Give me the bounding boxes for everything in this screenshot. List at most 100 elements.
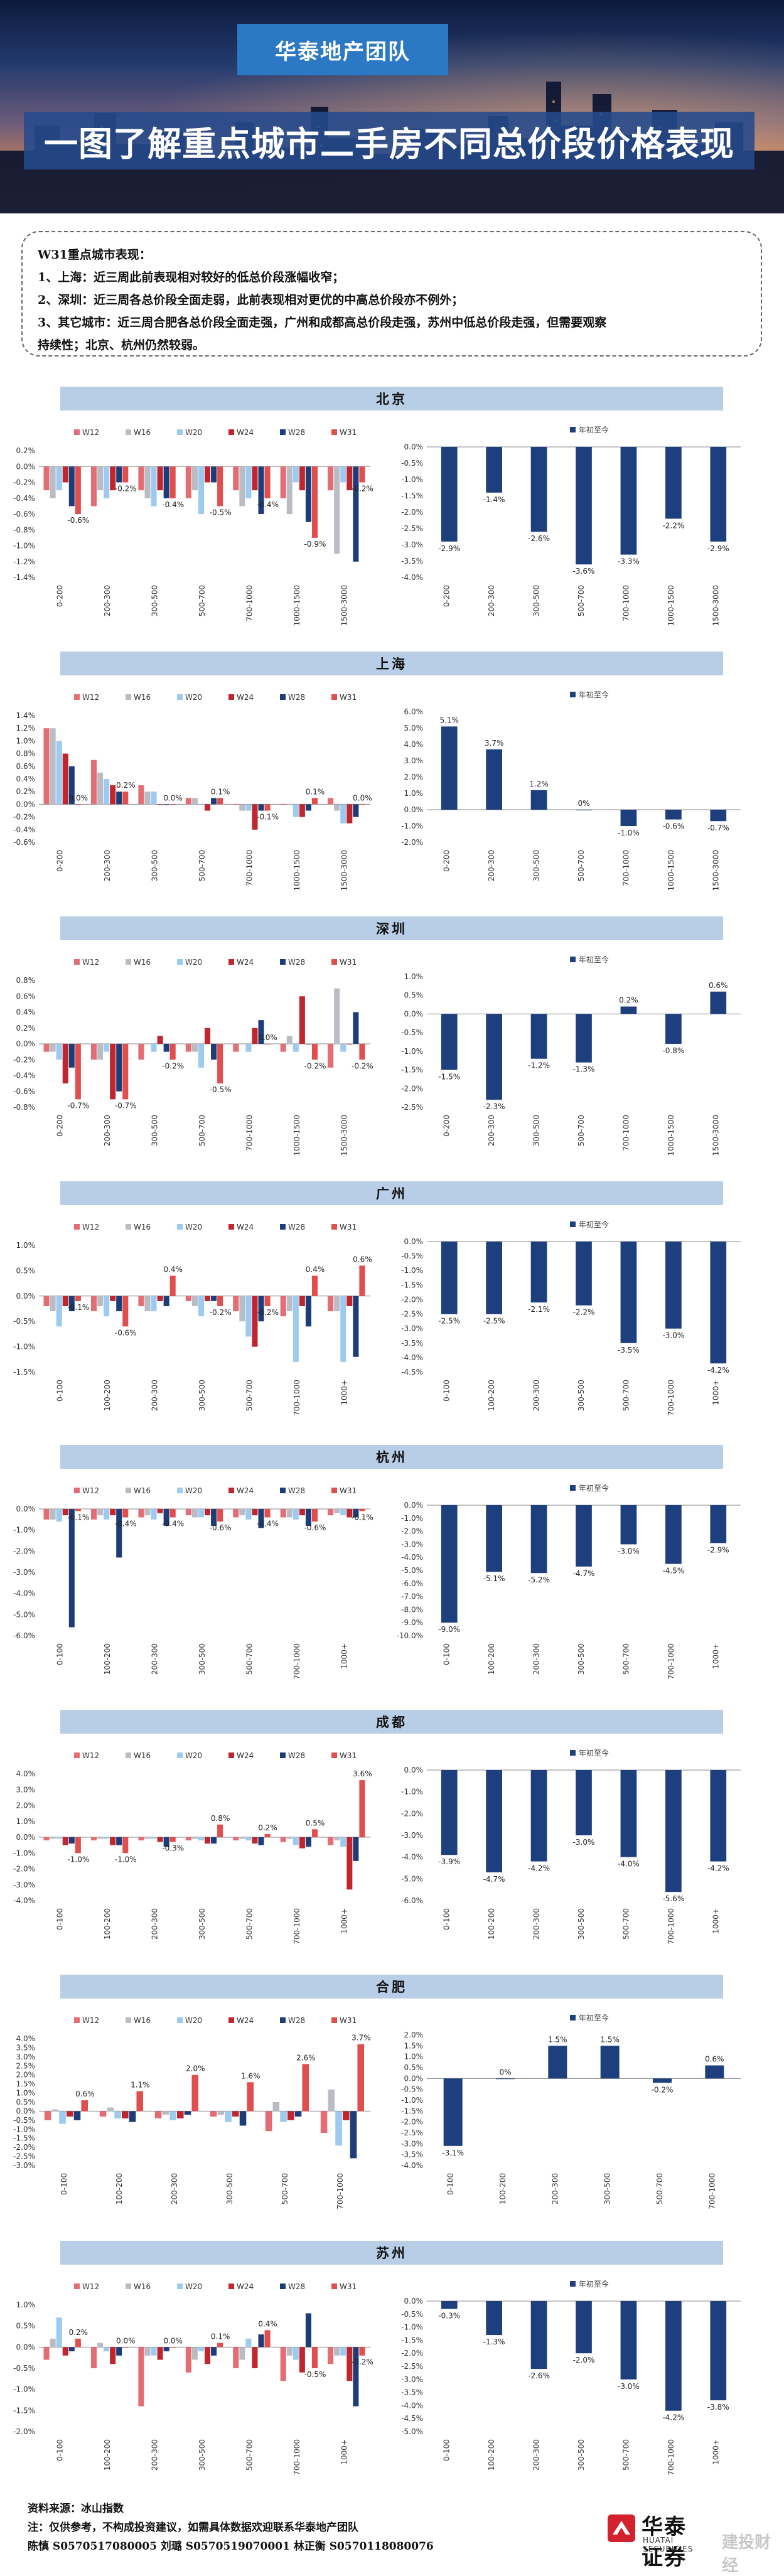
- bar-w28: [305, 1296, 311, 1327]
- y-tick-label: -1.0%: [401, 1266, 423, 1275]
- x-tick-label: 200-300: [532, 1908, 541, 1940]
- y-tick-label: -2.0%: [401, 508, 423, 517]
- legend-label-w31: W31: [340, 693, 357, 702]
- bar-w28: [163, 1509, 169, 1526]
- bar-w31: [302, 2064, 309, 2112]
- bar-data-label: 0.2%: [258, 1823, 277, 1832]
- bar-data-label: -0.2%: [352, 485, 373, 493]
- bar-w24: [122, 2111, 129, 2118]
- legend-swatch-w31: [331, 2284, 337, 2289]
- hero-banner: 华泰地产团队 一图了解重点城市二手房不同总价段价格表现: [0, 0, 784, 213]
- y-tick-label: -1.0%: [401, 1514, 423, 1523]
- ytd-data-label: -3.0%: [618, 2382, 640, 2391]
- bar-w16: [334, 804, 340, 811]
- ytd-bar: [620, 2301, 637, 2380]
- x-tick-label: 0-200: [56, 1115, 65, 1137]
- bar-w16: [97, 2343, 104, 2348]
- bar-w16: [239, 804, 245, 811]
- x-tick-label: 200-300: [151, 2439, 159, 2471]
- bar-w28: [211, 798, 217, 805]
- bar-w24: [252, 804, 258, 830]
- bar-w24: [205, 1028, 211, 1044]
- y-tick-label: -5.0%: [13, 1610, 35, 1619]
- bar-w31: [122, 1837, 129, 1854]
- bar-w20: [293, 466, 299, 483]
- ytd-bar: [441, 1014, 458, 1070]
- ytd-data-label: -3.6%: [573, 567, 595, 576]
- bar-w24: [205, 2347, 211, 2364]
- bar-w20: [56, 1044, 62, 1060]
- x-tick-label: 500-700: [577, 1115, 586, 1146]
- bar-w12: [328, 1296, 334, 1312]
- y-tick-label: 1.0%: [404, 972, 424, 981]
- x-tick-label: 700-1000: [667, 1908, 675, 1945]
- bar-w31: [75, 1509, 81, 1511]
- legend-label-w16: W16: [134, 693, 151, 702]
- ytd-bar: [441, 2301, 458, 2309]
- bar-w28: [116, 1509, 122, 1558]
- bar-w24: [62, 466, 68, 483]
- summary-line: 持续性；北京、杭州仍然较弱。: [38, 338, 205, 352]
- legend-swatch-w31: [331, 694, 337, 700]
- y-tick-label: -2.0%: [401, 838, 423, 847]
- bar-data-label: -0.4%: [115, 1519, 137, 1528]
- ytd-data-label: -4.2%: [707, 1366, 729, 1375]
- bar-w28: [305, 1509, 311, 1526]
- bar-w20: [245, 1509, 252, 1520]
- ytd-bar: [548, 2046, 567, 2079]
- ytd-change-chart: 年初至今 0.0% -1.0% -2.0% -3.0% -4.0% -5.0% -6.0% -7…: [397, 1483, 741, 1680]
- summary-line: 3、其它城市：近三周合肥各总价段全面走强，广州和成都高总价段走强，苏州中低总价段…: [38, 316, 607, 330]
- bar-w12: [320, 2111, 328, 2133]
- bar-w28: [68, 2347, 75, 2352]
- ytd-change-chart: 年初至今 0.0% -1.0% -2.0% -3.0% -4.0% -5.0% -6.0% -3…: [401, 1748, 741, 1945]
- y-tick-label: -2.5%: [401, 1310, 423, 1319]
- bar-w28: [258, 2334, 264, 2348]
- bar-w31: [169, 804, 176, 805]
- y-tick-label: -2.0%: [401, 1527, 423, 1536]
- y-tick-label: -1.5%: [13, 2134, 35, 2143]
- y-tick-label: -2.5%: [401, 1103, 423, 1112]
- y-tick-label: -9.0%: [401, 1618, 423, 1627]
- ytd-data-label: -0.8%: [662, 1046, 684, 1055]
- bar-w16: [286, 466, 293, 514]
- y-tick-label: -4.0%: [401, 2161, 423, 2170]
- bar-w28: [305, 804, 311, 811]
- x-tick-label: 100-200: [498, 2173, 507, 2204]
- x-tick-label: 1500-3000: [711, 1115, 720, 1156]
- bar-w20: [56, 1296, 62, 1327]
- bar-w31: [264, 804, 271, 811]
- bar-w20: [245, 1296, 252, 1337]
- bar-data-label: -0.7%: [67, 1101, 89, 1110]
- x-tick-label: 500-700: [281, 2173, 289, 2204]
- bar-w28: [116, 1837, 122, 1845]
- ytd-change-chart: 年初至今 0.0% -0.5% -1.0% -1.5% -2.0% -2.5% -3.0% -3…: [401, 2279, 741, 2476]
- legend-label-w24: W24: [237, 1751, 254, 1760]
- bar-w20: [56, 741, 62, 805]
- bar-w20: [198, 1509, 204, 1518]
- bar-data-label: -0.4%: [257, 1519, 279, 1528]
- bar-w20: [293, 2347, 299, 2360]
- y-tick-label: 0.5%: [16, 2098, 36, 2106]
- y-tick-label: 0.2%: [16, 787, 36, 796]
- bar-w24: [62, 2347, 68, 2356]
- y-tick-label: 0.0%: [404, 2297, 424, 2305]
- y-tick-label: -2.5%: [13, 2152, 35, 2161]
- bar-w28: [116, 1044, 122, 1092]
- bar-w16: [191, 1509, 198, 1518]
- bar-w12: [185, 466, 191, 498]
- bar-w12: [233, 1509, 239, 1518]
- bar-w31: [311, 1044, 318, 1060]
- ytd-data-label: -3.8%: [707, 2403, 729, 2412]
- team-badge: 华泰地产团队: [237, 24, 448, 75]
- y-tick-label: -4.0%: [401, 1853, 423, 1862]
- bar-w16: [217, 2111, 225, 2115]
- legend-swatch-ytd: [570, 2015, 576, 2021]
- bar-w20: [293, 804, 299, 817]
- bar-w24: [299, 804, 305, 817]
- x-tick-label: 200-300: [151, 1643, 159, 1675]
- x-tick-label: 700-1000: [245, 850, 254, 886]
- bar-w31: [359, 466, 365, 483]
- legend-label-w31: W31: [340, 428, 357, 437]
- bar-w28: [68, 1509, 75, 1628]
- y-tick-label: 1.0%: [16, 1241, 36, 1250]
